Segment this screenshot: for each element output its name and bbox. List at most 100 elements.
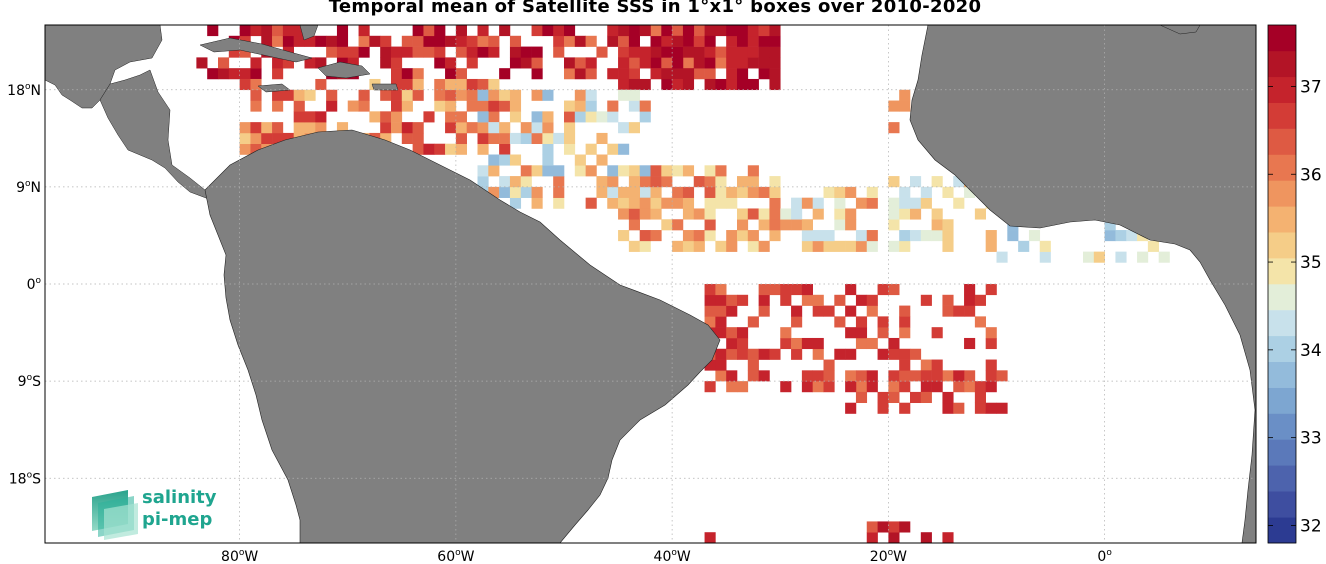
sss-cell — [445, 100, 457, 112]
sss-cell — [315, 57, 327, 69]
sss-cell — [791, 305, 803, 317]
sss-cell — [455, 89, 467, 101]
sss-cell — [434, 89, 446, 101]
sss-cell — [791, 316, 803, 328]
sss-cell — [726, 197, 738, 209]
sss-cell — [628, 35, 640, 47]
sss-cell — [477, 165, 489, 177]
sss-cell — [477, 176, 489, 188]
sss-cell — [282, 89, 294, 101]
sss-cell — [996, 370, 1008, 382]
sss-cell — [564, 57, 576, 69]
sss-cell — [272, 57, 284, 69]
sss-cell — [834, 294, 846, 306]
sss-cell — [769, 348, 781, 360]
sss-cell — [704, 197, 716, 209]
sss-cell — [899, 327, 911, 339]
sss-cell — [715, 197, 727, 209]
sss-cell — [834, 316, 846, 328]
sss-cell — [509, 186, 522, 198]
sss-cell — [974, 402, 986, 414]
sss-cell — [910, 230, 922, 242]
sss-cell — [239, 122, 251, 134]
sss-cell — [564, 25, 576, 37]
sss-cell — [466, 100, 478, 112]
sss-cell — [845, 305, 857, 317]
sss-cell — [628, 176, 640, 188]
sss-cell — [531, 111, 543, 123]
sss-cell — [1137, 251, 1149, 263]
sss-cell — [509, 89, 522, 101]
sss-cell — [585, 35, 597, 47]
sss-cell — [542, 143, 554, 155]
sss-cell — [704, 381, 716, 393]
sss-cell — [639, 111, 651, 123]
sss-cell — [682, 197, 695, 209]
sss-cell — [769, 186, 781, 198]
lat-tick-label: 18oS — [9, 470, 41, 487]
sss-cell — [964, 186, 976, 198]
sss-cell — [942, 370, 954, 382]
sss-cell — [985, 230, 997, 242]
sss-cell — [834, 219, 846, 231]
sss-cell — [293, 122, 305, 134]
sss-cell — [747, 186, 759, 198]
sss-cell — [455, 25, 467, 37]
sss-cell — [477, 25, 489, 37]
sss-cell — [747, 370, 759, 382]
sss-cell — [1115, 251, 1127, 263]
sss-cell — [801, 230, 813, 242]
sss-cell — [931, 327, 943, 339]
colorbar-swatch — [1268, 206, 1296, 233]
sss-cell — [596, 186, 608, 198]
sss-cell — [401, 122, 413, 134]
sss-cell — [488, 46, 500, 58]
sss-cell — [650, 57, 662, 69]
sss-cell — [942, 219, 954, 231]
sss-cell — [650, 208, 662, 220]
sss-cell — [585, 165, 597, 177]
colorbar-swatch — [1268, 102, 1296, 129]
sss-cell — [628, 68, 640, 80]
sss-cell — [304, 89, 316, 101]
sss-cell — [704, 25, 716, 37]
sss-cell — [682, 186, 695, 198]
sss-cell — [455, 122, 467, 134]
sss-cell — [758, 68, 770, 80]
sss-cell — [899, 348, 911, 360]
sss-cell — [726, 46, 738, 58]
sss-cell — [499, 122, 511, 134]
sss-cell — [618, 25, 630, 37]
sss-cell — [358, 25, 370, 37]
colorbar-swatch — [1268, 128, 1296, 155]
sss-cell — [564, 143, 576, 155]
sss-cell — [531, 197, 543, 209]
sss-cell — [758, 57, 770, 69]
sss-cell — [639, 165, 651, 177]
sss-cell — [791, 197, 803, 209]
sss-cell — [672, 165, 684, 177]
sss-cell — [888, 348, 900, 360]
sss-cell — [499, 25, 511, 37]
sss-cell — [509, 176, 522, 188]
land-hispaniola — [317, 61, 371, 79]
sss-cell — [239, 46, 251, 58]
sss-cell — [866, 370, 878, 382]
sss-cell — [1115, 230, 1127, 242]
sss-cell — [639, 78, 651, 91]
sss-cell — [304, 35, 316, 47]
sss-cell — [758, 208, 770, 220]
sss-cell — [628, 100, 640, 112]
sss-cell — [888, 219, 900, 231]
colorbar-swatch — [1268, 258, 1296, 285]
sss-cell — [1083, 251, 1095, 263]
sss-cell — [369, 111, 381, 123]
sss-cell — [628, 46, 640, 58]
sss-cell — [931, 381, 943, 393]
sss-cell — [391, 122, 403, 134]
sss-cell — [693, 230, 705, 242]
sss-cell — [769, 78, 781, 91]
sss-cell — [628, 78, 640, 91]
sss-cell — [888, 370, 900, 382]
